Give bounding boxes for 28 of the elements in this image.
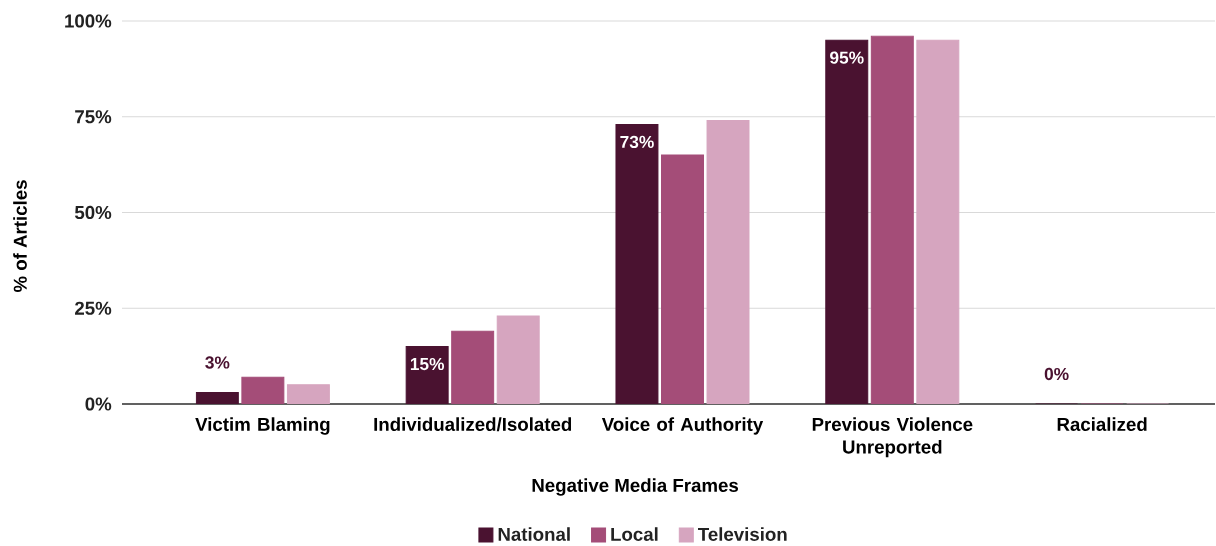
bar — [825, 39, 869, 404]
x-axis-title: Negative Media Frames — [532, 478, 739, 496]
y-tick-label: 25% — [75, 301, 112, 315]
x-tick-label: Voice of Authority — [601, 417, 764, 435]
data-label: 3% — [205, 356, 230, 369]
x-tick-label: Racialized — [1057, 417, 1147, 431]
legend-label: National — [498, 527, 570, 541]
data-label: 73% — [620, 135, 654, 149]
legend-label: Television — [698, 527, 787, 541]
y-tick-label: 100% — [65, 14, 112, 28]
bar — [496, 315, 540, 404]
data-label: 15% — [410, 357, 445, 371]
legend-label: Local — [611, 527, 658, 541]
bar — [195, 392, 239, 404]
bar — [706, 120, 750, 404]
x-tick-label: Victim Blaming — [195, 417, 330, 435]
bar — [916, 39, 960, 404]
y-tick-label: 0% — [85, 397, 112, 411]
bar — [405, 346, 449, 404]
data-label: 0% — [1044, 367, 1069, 381]
x-tick-label: Individualized/Isolated — [374, 417, 572, 432]
bar — [615, 123, 659, 404]
bar — [286, 384, 330, 404]
y-tick-label: 50% — [74, 205, 112, 220]
x-tick-label: Previous Violence Unreported — [812, 417, 973, 458]
y-axis-title: % of Articles — [13, 180, 27, 293]
data-label: 95% — [830, 51, 864, 64]
y-tick-label: 75% — [75, 110, 112, 124]
